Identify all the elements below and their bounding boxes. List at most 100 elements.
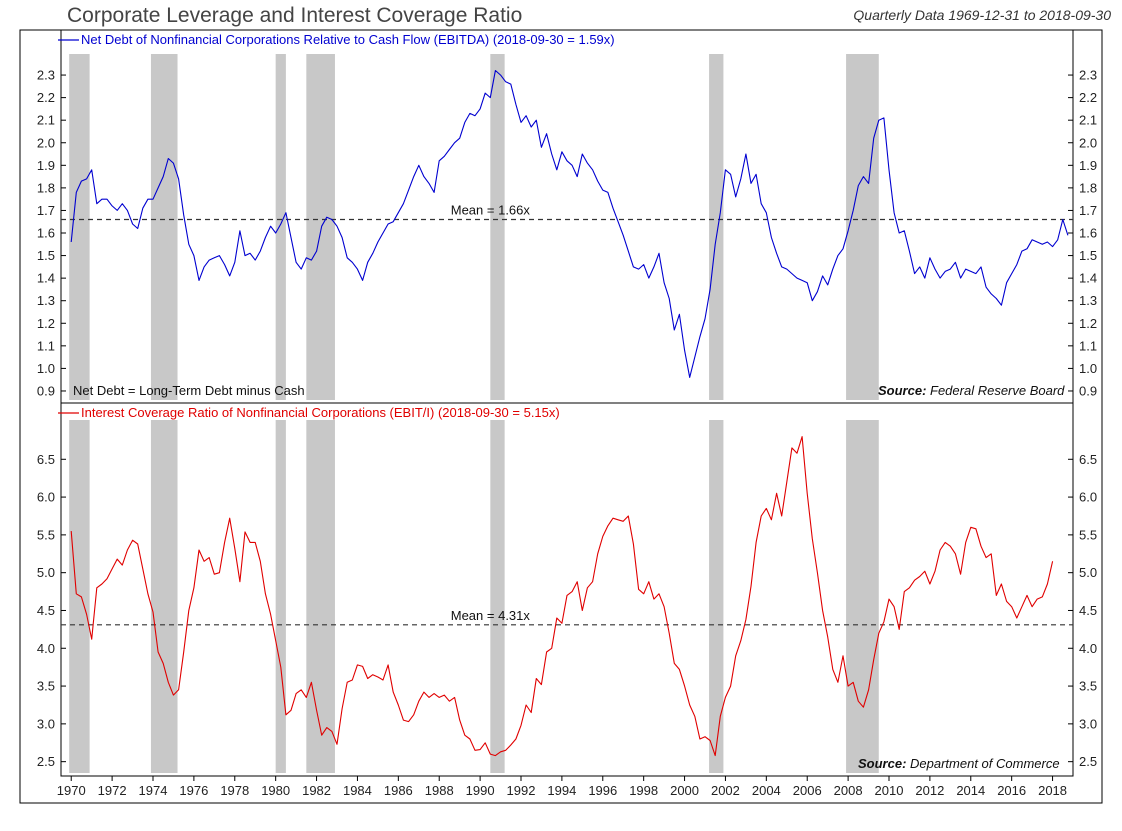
x-tick-label: 1984 — [343, 783, 372, 798]
y-tick-label-right: 6.0 — [1079, 490, 1097, 505]
y-tick-label-right: 1.0 — [1079, 361, 1097, 376]
recession-band — [846, 54, 879, 400]
y-tick-label-right: 1.6 — [1079, 226, 1097, 241]
series-line — [70, 69, 1069, 378]
y-tick-label-right: 2.0 — [1079, 135, 1097, 150]
recession-band — [69, 420, 90, 773]
y-tick-label-left: 6.0 — [37, 490, 55, 505]
y-tick-label-left: 1.8 — [37, 180, 55, 195]
legend-label: Interest Coverage Ratio of Nonfinancial … — [81, 405, 560, 420]
y-tick-label-left: 2.1 — [37, 113, 55, 128]
y-tick-label-right: 2.3 — [1079, 68, 1097, 83]
recession-band — [846, 420, 879, 773]
x-tick-label: 1998 — [629, 783, 658, 798]
y-tick-label-right: 3.5 — [1079, 679, 1097, 694]
y-tick-label-right: 1.7 — [1079, 203, 1097, 218]
y-tick-label-right: 1.1 — [1079, 338, 1097, 353]
y-tick-label-right: 5.0 — [1079, 565, 1097, 580]
date-range-label: Quarterly Data 1969-12-31 to 2018-09-30 — [853, 7, 1111, 23]
x-tick-label: 1994 — [547, 783, 576, 798]
y-tick-label-left: 1.0 — [37, 361, 55, 376]
y-tick-label-left: 2.0 — [37, 135, 55, 150]
y-tick-label-right: 1.4 — [1079, 271, 1097, 286]
x-tick-label: 2006 — [793, 783, 822, 798]
y-tick-label-right: 1.5 — [1079, 248, 1097, 263]
mean-label: Mean = 1.66x — [451, 202, 531, 217]
y-tick-label-left: 5.5 — [37, 527, 55, 542]
y-tick-label-right: 6.5 — [1079, 452, 1097, 467]
recession-band — [150, 420, 178, 773]
recession-band — [275, 54, 286, 400]
x-tick-label: 1996 — [588, 783, 617, 798]
y-tick-label-right: 2.2 — [1079, 90, 1097, 105]
y-tick-label-left: 3.5 — [37, 679, 55, 694]
y-tick-label-left: 1.3 — [37, 293, 55, 308]
recession-band — [709, 54, 724, 400]
x-tick-label: 1978 — [220, 783, 249, 798]
recession-band — [306, 420, 335, 773]
x-tick-label: 1982 — [302, 783, 331, 798]
recession-band — [490, 420, 505, 773]
y-tick-label-left: 2.5 — [37, 754, 55, 769]
y-tick-label-right: 1.3 — [1079, 293, 1097, 308]
source-name: Federal Reserve Board — [930, 383, 1065, 398]
source-name: Department of Commerce — [910, 756, 1060, 771]
x-tick-label: 1970 — [57, 783, 86, 798]
x-tick-label: 2010 — [875, 783, 904, 798]
source-prefix: Source: — [858, 756, 910, 771]
y-tick-label-left: 1.6 — [37, 226, 55, 241]
x-tick-label: 2000 — [670, 783, 699, 798]
x-tick-label: 2008 — [834, 783, 863, 798]
source-prefix: Source: — [878, 383, 930, 398]
x-tick-label: 2016 — [997, 783, 1026, 798]
y-tick-label-right: 2.1 — [1079, 113, 1097, 128]
recession-band — [150, 54, 178, 400]
legend-label: Net Debt of Nonfinancial Corporations Re… — [81, 32, 615, 47]
recession-band — [490, 54, 505, 400]
y-tick-label-left: 6.5 — [37, 452, 55, 467]
x-tick-label: 2002 — [711, 783, 740, 798]
recession-band — [69, 54, 90, 400]
x-tick-label: 1974 — [139, 783, 168, 798]
x-tick-label: 2004 — [752, 783, 781, 798]
recession-band — [709, 420, 724, 773]
y-tick-label-right: 4.5 — [1079, 603, 1097, 618]
source-label: Source: Federal Reserve Board — [878, 383, 1065, 398]
y-tick-label-left: 1.2 — [37, 316, 55, 331]
panel-1: 0.9 0.9 1.0 1.0 1.1 1.1 1.2 1.2 1.3 1.3 1.4 1.4 1.5 1… — [37, 29, 1097, 404]
y-tick-label-right: 2.5 — [1079, 754, 1097, 769]
y-tick-label-left: 2.2 — [37, 90, 55, 105]
y-tick-label-left: 0.9 — [37, 383, 55, 398]
y-tick-label-left: 1.5 — [37, 248, 55, 263]
x-tick-label: 1988 — [425, 783, 454, 798]
mean-label: Mean = 4.31x — [451, 608, 531, 623]
x-tick-label: 1976 — [179, 783, 208, 798]
panel-2: 2.5 2.5 3.0 3.0 3.5 3.5 4.0 4.0 4.5 4.5 5.0 5.0 5.5 5… — [37, 402, 1097, 777]
x-tick-label: 2012 — [915, 783, 944, 798]
source-label: Source: Department of Commerce — [858, 756, 1060, 771]
y-tick-label-right: 1.2 — [1079, 316, 1097, 331]
x-tick-label: 1990 — [466, 783, 495, 798]
y-tick-label-left: 1.7 — [37, 203, 55, 218]
recession-band — [306, 54, 335, 400]
x-tick-label: 1972 — [98, 783, 127, 798]
y-tick-label-left: 3.0 — [37, 716, 55, 731]
y-tick-label-left: 4.0 — [37, 641, 55, 656]
x-tick-label: 2014 — [956, 783, 985, 798]
y-tick-label-left: 4.5 — [37, 603, 55, 618]
y-tick-label-right: 3.0 — [1079, 716, 1097, 731]
y-tick-label-right: 4.0 — [1079, 641, 1097, 656]
y-tick-label-left: 1.4 — [37, 271, 55, 286]
y-tick-label-left: 5.0 — [37, 565, 55, 580]
recession-band — [275, 420, 286, 773]
y-tick-label-right: 5.5 — [1079, 527, 1097, 542]
series-line — [70, 436, 1054, 757]
y-tick-label-right: 1.8 — [1079, 180, 1097, 195]
y-tick-label-left: 2.3 — [37, 68, 55, 83]
x-tick-label: 2018 — [1038, 783, 1067, 798]
y-tick-label-right: 1.9 — [1079, 158, 1097, 173]
y-tick-label-left: 1.9 — [37, 158, 55, 173]
chart-title: Corporate Leverage and Interest Coverage… — [67, 4, 523, 27]
